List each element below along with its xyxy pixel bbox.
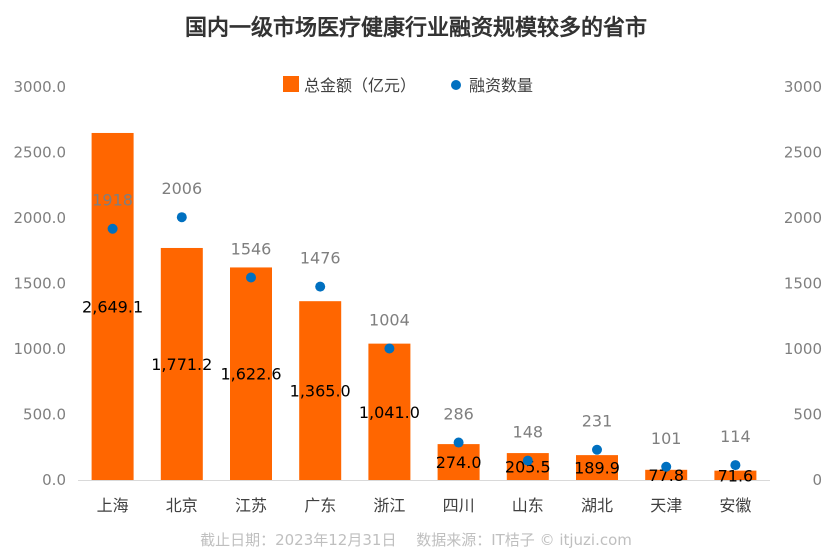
- bar-value-label: 1,041.0: [359, 403, 420, 422]
- count-point: [315, 281, 326, 292]
- count-point: [592, 444, 602, 455]
- bar-value-label: 2,649.1: [82, 297, 143, 316]
- y-left-tick-label: 500.0: [23, 406, 66, 424]
- bar-value-label: 274.0: [436, 453, 482, 472]
- x-category-label: 四川: [443, 496, 475, 515]
- x-category-label: 安徽: [719, 496, 751, 515]
- y-right-tick-label: 3000: [784, 78, 822, 96]
- bar: [91, 132, 134, 480]
- y-right-tick-label: 0: [812, 471, 822, 489]
- y-right-tick-label: 1000: [784, 340, 822, 358]
- chart-title: 国内一级市场医疗健康行业融资规模较多的省市: [185, 15, 647, 41]
- bar: [437, 444, 480, 480]
- bar: [714, 470, 757, 480]
- bar-series: 2,649.1 1,771.2 1,622.6 1,365.0 1,041.0 274.0…: [82, 132, 757, 485]
- count-value-label: 148: [513, 423, 544, 442]
- count-point: [730, 460, 741, 471]
- x-category-label: 浙江: [373, 496, 405, 515]
- count-point: [176, 212, 187, 223]
- count-value-label: 1918: [92, 191, 133, 210]
- count-value-label: 231: [582, 412, 613, 431]
- y-axis-right: 0 500 1000 1500 2000 2500 3000: [784, 78, 822, 489]
- bar-value-label: 1,365.0: [290, 382, 351, 401]
- x-category-label: 北京: [166, 496, 198, 515]
- bar-value-label: 205.5: [505, 458, 551, 477]
- bar: [576, 455, 618, 480]
- y-left-tick-label: 1000.0: [14, 340, 67, 358]
- x-category-label: 江苏: [235, 496, 267, 515]
- x-category-label: 上海: [97, 496, 129, 515]
- y-left-tick-label: 1500.0: [14, 275, 67, 293]
- bar: [299, 301, 342, 480]
- count-value-label: 1476: [300, 249, 341, 268]
- bar-value-label: 77.8: [648, 466, 684, 485]
- count-value-label: 1004: [369, 310, 410, 329]
- x-category-label: 天津: [650, 496, 682, 515]
- y-left-tick-label: 2000.0: [14, 209, 67, 227]
- bar-value-label: 71.6: [718, 466, 754, 485]
- count-point: [522, 455, 533, 466]
- bar: [230, 267, 272, 480]
- count-point: [107, 223, 118, 234]
- legend-bar-swatch: [283, 76, 299, 92]
- count-point: [384, 343, 395, 354]
- bar: [645, 469, 688, 480]
- legend: 总金额（亿元） 融资数量: [283, 76, 533, 95]
- y-right-tick-label: 2000: [784, 209, 822, 227]
- count-series: 1918 2006 1546 1476 1004 286 148 231 101 114: [92, 179, 751, 472]
- y-left-tick-label: 0.0: [42, 471, 66, 489]
- count-value-label: 2006: [161, 179, 202, 198]
- bar-value-label: 189.9: [574, 459, 620, 478]
- x-category-label: 湖北: [581, 496, 613, 515]
- count-value-label: 114: [720, 427, 751, 446]
- y-right-tick-label: 2500: [784, 144, 822, 162]
- x-category-label: 山东: [512, 496, 544, 515]
- bar: [160, 247, 203, 480]
- bar-value-label: 1,622.6: [220, 365, 281, 384]
- count-point: [246, 272, 256, 283]
- count-value-label: 1546: [231, 239, 272, 258]
- count-value-label: 101: [651, 429, 682, 448]
- bar: [368, 343, 411, 480]
- legend-dot-swatch: [451, 80, 461, 90]
- legend-bar-label: 总金额（亿元）: [304, 76, 416, 95]
- y-left-tick-label: 3000.0: [14, 78, 67, 96]
- count-point: [661, 461, 672, 472]
- x-category-label: 广东: [304, 496, 336, 515]
- y-left-tick-label: 2500.0: [14, 144, 67, 162]
- count-point: [453, 437, 464, 448]
- y-axis-left: 0.0 500.0 1000.0 1500.0 2000.0 2500.0 3000.0: [14, 78, 67, 489]
- count-value-label: 286: [443, 405, 474, 424]
- bar-value-label: 1,771.2: [151, 355, 212, 374]
- footer-note: 截止日期：2023年12月31日 数据来源：IT桔子 © itjuzi.com: [200, 531, 632, 549]
- y-right-tick-label: 1500: [784, 275, 822, 293]
- x-axis-categories: 上海 北京 江苏 广东 浙江 四川 山东 湖北 天津 安徽: [97, 496, 752, 515]
- legend-dot-label: 融资数量: [469, 76, 533, 95]
- y-right-tick-label: 500: [793, 406, 822, 424]
